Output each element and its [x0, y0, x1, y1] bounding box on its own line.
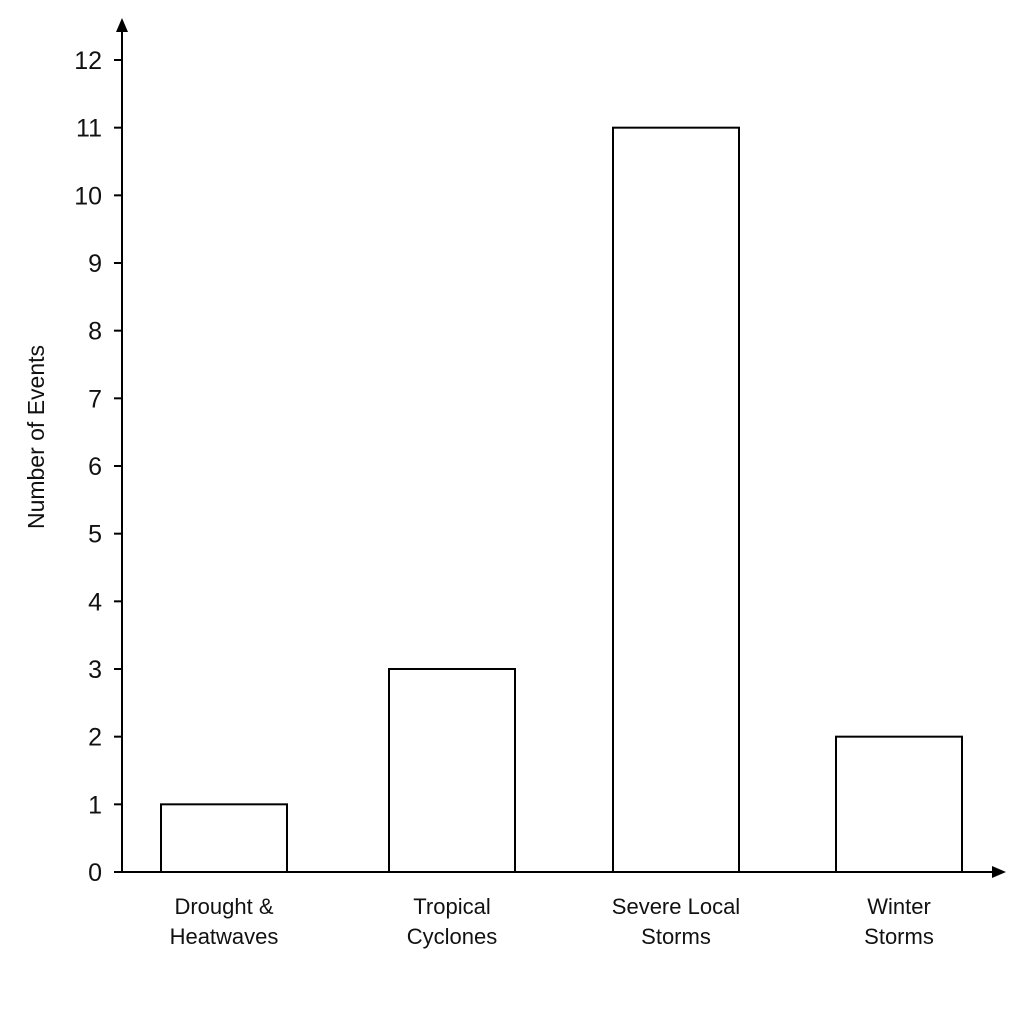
y-axis-title: Number of Events [23, 345, 49, 529]
y-tick-label: 10 [74, 182, 102, 210]
x-category-label: Tropical Cyclones [407, 894, 497, 949]
y-tick-label: 2 [88, 724, 102, 752]
category-labels: Drought & Heatwaves Tropical Cyclones Severe… [170, 894, 934, 949]
y-tick-label: 6 [88, 453, 102, 481]
bar [388, 668, 516, 873]
bar [160, 803, 288, 873]
y-tick-label: 11 [76, 115, 102, 143]
y-tick-label: 12 [74, 47, 102, 75]
x-axis-arrow [992, 866, 1006, 878]
y-tick-label: 1 [88, 791, 102, 819]
y-tick-label: 3 [88, 656, 102, 684]
y-tick-label: 0 [88, 859, 102, 887]
bar [835, 735, 963, 874]
y-tick-label: 5 [88, 521, 102, 549]
y-tick-label: 8 [88, 318, 102, 346]
x-category-label: Winter Storms [864, 894, 934, 949]
x-category-label: Severe Local Storms [612, 894, 740, 949]
y-tick-label: 7 [88, 385, 102, 413]
y-tick-label: 9 [88, 250, 102, 278]
x-category-label: Drought & Heatwaves [170, 894, 279, 949]
y-tick-label: 4 [88, 588, 102, 616]
bar [612, 126, 740, 873]
y-axis-arrow [116, 18, 128, 32]
bars [160, 126, 963, 874]
